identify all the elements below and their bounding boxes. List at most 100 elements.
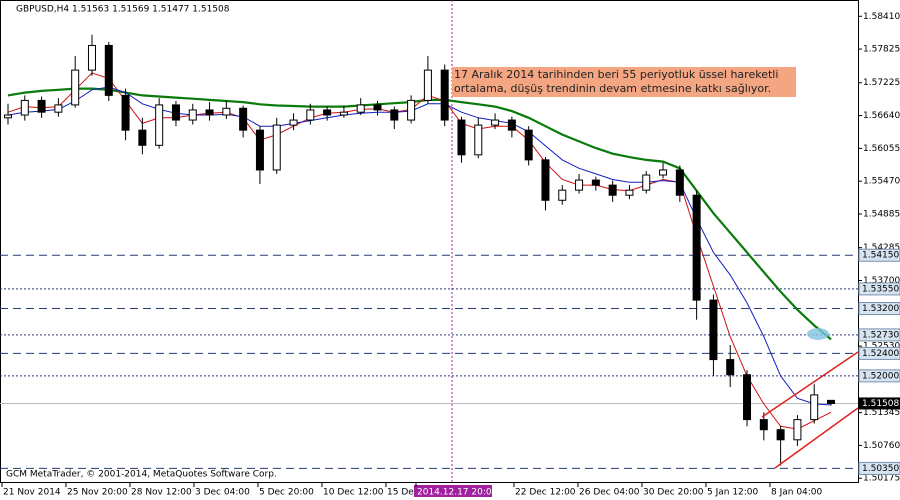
candle-body [306,109,315,121]
level-box [858,461,900,475]
candle-body [709,299,718,361]
candle-body [474,124,483,156]
x-tick-label: 22 Dec 12:00 [515,488,576,498]
candle-body [659,169,668,176]
candle-body [272,124,281,171]
x-tick-label: 8 Jan 04:00 [771,488,823,498]
candle-body [457,119,466,156]
candle-body [827,399,835,404]
level-label: 1.54150 [862,251,899,261]
candle-body [289,119,298,126]
candle-body [423,69,432,101]
y-tick-label: 1.54285 [863,243,900,253]
candle-body [524,129,533,161]
x-tick-label: 26 Dec 04:00 [579,488,640,498]
x-tick-label: 25 Nov 20:00 [67,488,128,498]
level-box [858,302,900,316]
candle-body [339,111,348,116]
level-box [858,346,900,360]
last-price-box [859,397,900,410]
y-tick-label: 1.57825 [863,45,900,55]
candle-body [692,194,701,301]
level-box [858,369,900,383]
candle-body [507,119,516,131]
candle-body [541,159,550,201]
candle-body [743,374,752,421]
candle-body [37,99,46,113]
x-tick-label: 30 Dec 20:00 [643,488,704,498]
candle-body [255,129,264,171]
candle-body [188,109,197,121]
candle-body [87,44,96,71]
last-price-label: 1.51508 [862,399,899,409]
y-tick-label: 1.57225 [863,78,900,88]
candle-body [222,107,231,116]
candle-body [171,104,180,121]
candle-body [356,104,365,113]
candle-body [205,109,214,116]
candle-body [558,189,567,201]
candle-body [71,69,80,106]
x-tick-label: 15 Dec [387,488,419,498]
candle-body [810,394,819,421]
candle-body [440,69,449,121]
indicator-line [7,87,832,341]
candle-body [121,94,130,131]
candle-body [155,104,164,146]
header: GBPUSD,H4 1.51563 1.51569 1.51477 1.5150… [16,5,230,15]
y-tick-label: 1.55470 [863,177,900,187]
candle-body [726,359,735,376]
candle-body [4,114,12,119]
candle-body [608,184,617,196]
x-tick-label: 2014.12.17 20:00 [417,488,498,498]
y-tick-label: 1.53700 [863,276,900,286]
y-tick-label: 1.56055 [863,144,900,154]
candle-body [642,174,651,191]
annotation: 17 Aralık 2014 tarihinden beri 55 periyo… [452,67,796,97]
candle-body [575,179,584,191]
footer: GCM MetaTrader, © 2001-2014, MetaQuotes … [6,470,277,480]
candle-body [138,129,147,146]
level-label: 1.50350 [862,464,899,474]
candle-body [491,119,500,126]
level-label: 1.52400 [862,349,899,359]
channel-lower [774,407,859,469]
candle-body [20,99,29,116]
y-tick-label: 1.50175 [863,474,900,484]
level-label: 1.52000 [862,371,899,381]
level-label: 1.53550 [862,284,899,294]
level-label: 1.52730 [862,330,899,340]
y-tick-label: 1.54885 [863,210,900,220]
y-tick-label: 1.56640 [863,111,900,121]
candle-body [239,107,248,131]
y-tick-label: 1.50760 [863,441,900,451]
candle-body [54,104,63,113]
candle-body [625,189,634,196]
level-box [858,248,900,262]
x-tick-label: 3 Dec 04:00 [195,488,250,498]
candle-body [407,99,416,121]
y-tick-label: 1.51345 [863,408,900,418]
level-box [858,282,900,296]
candle-body [373,104,382,111]
y-tick-label: 1.58410 [863,12,900,22]
channel-upper [761,351,859,418]
candle-body [104,44,113,96]
x-tick-label: 21 Nov 2014 [3,488,61,498]
candle-body [759,419,768,431]
candle-body [323,109,332,116]
x-tick-label: 5 Jan 12:00 [707,488,759,498]
candle-body [390,109,399,121]
candle-body [793,419,802,441]
x-tick-label: 10 Dec 12:00 [323,488,384,498]
y-tick-label: 1.52530 [863,342,900,352]
x-tick-label: 5 Dec 20:00 [259,488,314,498]
candle-body [776,429,785,441]
x-tick-label: 28 Nov 12:00 [131,488,192,498]
x-label-highlight [414,485,492,497]
candle-body [675,169,684,196]
level-label: 1.53200 [862,304,899,314]
highlight [807,328,829,340]
candle-body [591,179,600,186]
